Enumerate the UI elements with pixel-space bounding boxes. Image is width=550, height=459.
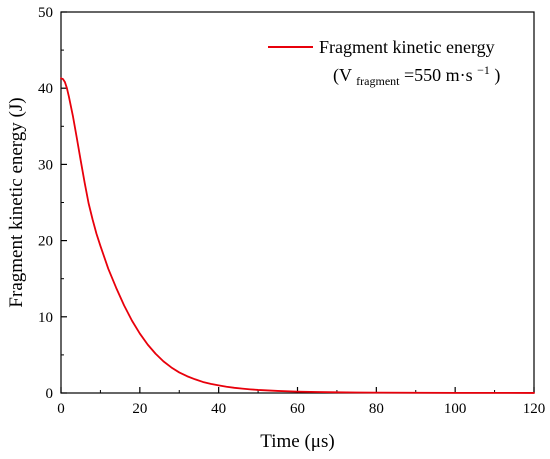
- legend-velocity-subscript: fragment: [356, 74, 400, 88]
- y-axis-ticks: 0 10 20 30 40 50: [38, 5, 67, 402]
- x-tick-label: 100: [444, 401, 467, 417]
- x-axis-title: Time (μs): [260, 431, 334, 452]
- series-layer: [60, 77, 535, 394]
- legend: Fragment kinetic energy (V fragment =550…: [268, 37, 500, 89]
- legend-label-line1: Fragment kinetic energy: [319, 37, 495, 57]
- legend-velocity-superscript: −1: [477, 63, 490, 77]
- legend-velocity-suffix: ): [494, 65, 500, 86]
- y-tick-label: 10: [38, 310, 53, 326]
- y-tick-label: 30: [38, 157, 53, 173]
- x-tick-label: 120: [523, 401, 546, 417]
- y-tick-label: 20: [38, 234, 53, 250]
- y-tick-label: 0: [46, 386, 54, 402]
- legend-velocity-value: =550 m·s: [404, 65, 473, 85]
- y-axis-title: Fragment kinetic energy (J): [6, 97, 27, 307]
- series-line-fragment-kinetic-energy: [60, 77, 535, 394]
- x-tick-label: 40: [211, 401, 226, 417]
- x-axis-ticks: 0 20 40 60 80 100 120: [57, 387, 545, 417]
- x-tick-label: 80: [369, 401, 384, 417]
- y-tick-label: 50: [38, 5, 53, 21]
- x-tick-label: 20: [132, 401, 147, 417]
- legend-velocity-prefix: (V: [333, 65, 352, 86]
- x-tick-label: 0: [57, 401, 65, 417]
- x-tick-label: 60: [290, 401, 305, 417]
- y-tick-label: 40: [38, 81, 53, 97]
- legend-label-line2: (V fragment =550 m·s −1 ): [333, 58, 500, 89]
